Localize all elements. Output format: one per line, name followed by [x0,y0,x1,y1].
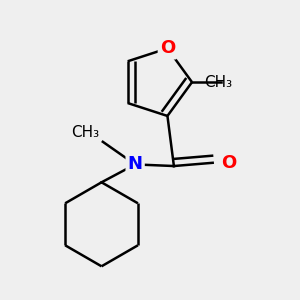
Text: O: O [221,154,236,172]
Text: N: N [128,155,142,173]
Text: CH₃: CH₃ [204,75,232,90]
Text: CH₃: CH₃ [71,125,100,140]
Text: O: O [160,39,175,57]
